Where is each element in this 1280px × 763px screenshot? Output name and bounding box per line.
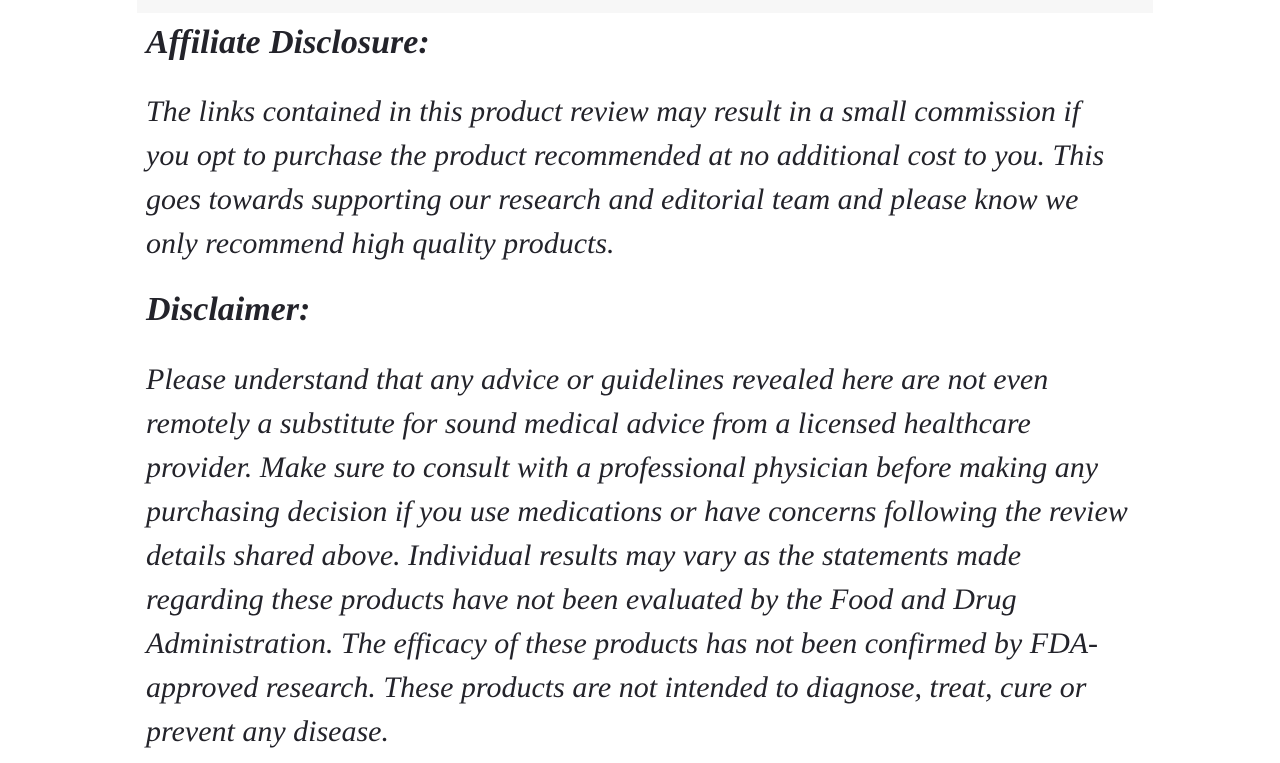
text-line: purchasing decision if you use medicatio… (146, 495, 1128, 528)
previous-block-bottom-edge (137, 0, 1153, 13)
disclaimer-heading: Disclaimer: (146, 291, 311, 328)
text-line: remotely a substitute for sound medical … (146, 407, 1031, 440)
text-line: goes towards supporting our research and… (146, 183, 1079, 216)
text-line: Please understand that any advice or gui… (146, 363, 1049, 396)
text-line: only recommend high quality products. (146, 227, 615, 260)
text-line: provider. Make sure to consult with a pr… (146, 451, 1099, 484)
text-line: details shared above. Individual results… (146, 539, 1022, 572)
affiliate-disclosure-heading: Affiliate Disclosure: (146, 24, 430, 61)
disclosure-content: Affiliate Disclosure: The links containe… (146, 13, 1156, 754)
text-line: you opt to purchase the product recommen… (146, 139, 1105, 172)
disclaimer-paragraph: Please understand that any advice or gui… (146, 358, 1156, 754)
text-line: The links contained in this product revi… (146, 95, 1081, 128)
text-line: regarding these products have not been e… (146, 583, 1017, 616)
text-line: approved research. These products are no… (146, 671, 1087, 704)
affiliate-disclosure-paragraph: The links contained in this product revi… (146, 90, 1156, 266)
text-line: Administration. The efficacy of these pr… (146, 627, 1099, 660)
text-line: prevent any disease. (146, 715, 389, 748)
